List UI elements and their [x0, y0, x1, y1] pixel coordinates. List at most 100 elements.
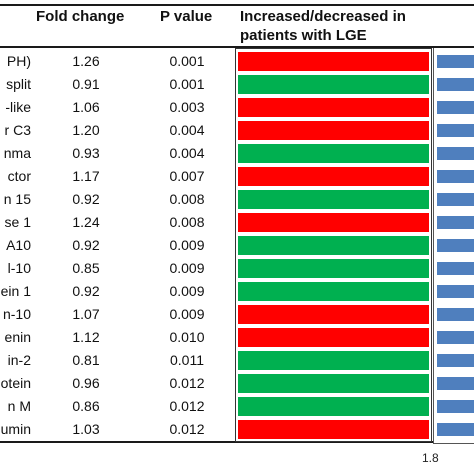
- p-value: 0.001: [169, 53, 205, 69]
- fold-change-value: 1.20: [72, 122, 100, 138]
- decreased-swatch: [238, 282, 429, 301]
- header-status-line2: patients with LGE: [240, 27, 367, 44]
- fold-change-value: 1.03: [72, 421, 100, 437]
- p-value: 0.009: [169, 306, 205, 322]
- fold-change-value: 0.81: [72, 352, 100, 368]
- p-value: 0.011: [170, 352, 204, 368]
- fold-change-value: 1.26: [72, 53, 100, 69]
- protein-name: nma: [3, 145, 31, 161]
- fold-change-value: 1.12: [72, 329, 100, 345]
- protein-name: -like: [5, 99, 31, 115]
- protein-name: n-10: [2, 306, 31, 322]
- p-value: 0.009: [169, 237, 205, 253]
- fold-change-value: 0.92: [72, 283, 100, 299]
- table-row: umin 1.03 0.012: [0, 418, 474, 441]
- bar-mark: [437, 285, 474, 298]
- bar-mark: [437, 262, 474, 275]
- status-column-frame: [235, 48, 432, 442]
- bar-mark: [437, 400, 474, 413]
- header-fold-change: Fold change: [36, 8, 125, 25]
- protein-name: r C3: [4, 122, 31, 138]
- decreased-swatch: [238, 236, 429, 255]
- bar-chart-axis: [433, 48, 434, 444]
- decreased-swatch: [238, 374, 429, 393]
- p-value: 0.010: [169, 329, 205, 345]
- fold-change-value: 0.92: [72, 237, 100, 253]
- decreased-swatch: [238, 75, 429, 94]
- increased-swatch: [238, 98, 429, 117]
- bar-mark: [437, 78, 474, 91]
- increased-swatch: [238, 121, 429, 140]
- fold-change-value: 1.07: [72, 306, 100, 322]
- p-value: 0.008: [169, 191, 205, 207]
- decreased-swatch: [238, 397, 429, 416]
- protein-name: ein 1: [0, 283, 31, 299]
- table-row: split 0.91 0.001: [0, 73, 474, 96]
- p-value: 0.004: [169, 145, 205, 161]
- p-value: 0.009: [169, 260, 205, 276]
- fold-change-value: 0.91: [72, 76, 100, 92]
- protein-name: enin: [4, 329, 31, 345]
- table-row: n 15 0.92 0.008: [0, 188, 474, 211]
- protein-name: se 1: [4, 214, 31, 230]
- axis-tick-label: 1.8: [422, 451, 439, 465]
- protein-name: l-10: [7, 260, 31, 276]
- header-p-value: P value: [160, 8, 213, 25]
- table-row: -like 1.06 0.003: [0, 96, 474, 119]
- table-row: l-10 0.85 0.009: [0, 257, 474, 280]
- bar-mark: [437, 423, 474, 436]
- bar-mark: [437, 354, 474, 367]
- table-row: ein 1 0.92 0.009: [0, 280, 474, 303]
- fold-change-value: 0.93: [72, 145, 100, 161]
- table-row: ctor 1.17 0.007: [0, 165, 474, 188]
- table-row: n M 0.86 0.012: [0, 395, 474, 418]
- protein-name: ctor: [7, 168, 31, 184]
- decreased-swatch: [238, 144, 429, 163]
- bar-chart-baseline: [433, 443, 474, 444]
- p-value: 0.001: [169, 76, 205, 92]
- bar-mark: [437, 331, 474, 344]
- table-row: nma 0.93 0.004: [0, 142, 474, 165]
- protein-name: A10: [6, 237, 31, 253]
- bar-mark: [437, 170, 474, 183]
- bar-mark: [437, 239, 474, 252]
- increased-swatch: [238, 420, 429, 439]
- p-value: 0.003: [169, 99, 205, 115]
- decreased-swatch: [238, 190, 429, 209]
- p-value: 0.012: [169, 375, 205, 391]
- bottom-rule: [0, 441, 433, 443]
- table-row: in-2 0.81 0.011: [0, 349, 474, 372]
- fold-change-value: 0.85: [72, 260, 100, 276]
- table-row: PH) 1.26 0.001: [0, 50, 474, 73]
- protein-name: in-2: [7, 352, 31, 368]
- protein-name: PH): [6, 53, 31, 69]
- bar-mark: [437, 124, 474, 137]
- header-rule: [0, 46, 474, 48]
- table-row: r C3 1.20 0.004: [0, 119, 474, 142]
- protein-name: n 15: [3, 191, 31, 207]
- bar-mark: [437, 308, 474, 321]
- increased-swatch: [238, 52, 429, 71]
- p-value: 0.012: [169, 421, 205, 437]
- fold-change-value: 0.96: [72, 375, 100, 391]
- bar-mark: [437, 377, 474, 390]
- header-status-line1: Increased/decreased in: [240, 8, 406, 25]
- increased-swatch: [238, 167, 429, 186]
- decreased-swatch: [238, 351, 429, 370]
- p-value: 0.012: [169, 398, 205, 414]
- bar-mark: [437, 101, 474, 114]
- p-value: 0.009: [169, 283, 205, 299]
- table-row: A10 0.92 0.009: [0, 234, 474, 257]
- fold-change-value: 0.92: [72, 191, 100, 207]
- increased-swatch: [238, 328, 429, 347]
- p-value: 0.008: [169, 214, 205, 230]
- bar-mark: [437, 216, 474, 229]
- top-rule: [0, 4, 474, 6]
- fold-change-value: 1.06: [72, 99, 100, 115]
- increased-swatch: [238, 305, 429, 324]
- decreased-swatch: [238, 259, 429, 278]
- table-row: n-10 1.07 0.009: [0, 303, 474, 326]
- table-row: se 1 1.24 0.008: [0, 211, 474, 234]
- protein-name: umin: [0, 421, 31, 437]
